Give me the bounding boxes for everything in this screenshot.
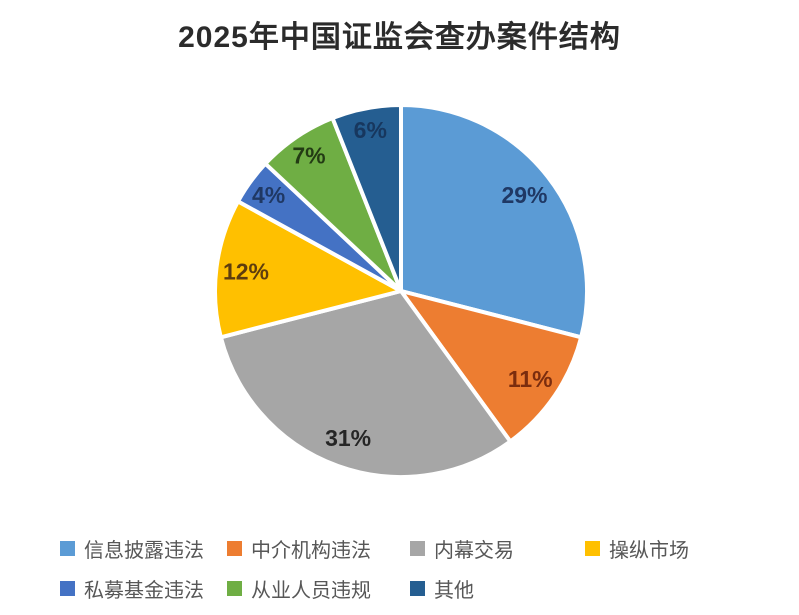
legend-label: 内幕交易 — [434, 539, 514, 562]
pie-slice-label-其他: 6% — [354, 117, 387, 143]
legend-item-私募基金违法: 私募基金违法 — [60, 574, 227, 603]
legend-label: 从业人员违规 — [251, 579, 371, 602]
legend-item-内幕交易: 内幕交易 — [410, 534, 585, 563]
legend-label: 操纵市场 — [609, 539, 689, 562]
legend-item-其他: 其他 — [410, 574, 585, 603]
legend-item-操纵市场: 操纵市场 — [585, 534, 770, 563]
legend-row: 私募基金违法 从业人员违规 其他 — [60, 568, 770, 608]
pie-slice-中介机构违法 — [399, 289, 584, 444]
legend-swatch-icon — [410, 580, 425, 596]
chart-legend: 信息披露违法 中介机构违法 内幕交易 操纵市场私募基金违法 从业人员违规 其他 — [60, 528, 770, 608]
chart-title: 2025年中国证监会查办案件结构 — [178, 21, 621, 54]
pie-slice-label-中介机构违法: 11% — [508, 366, 553, 392]
legend-swatch-icon — [410, 540, 425, 556]
pie-slice-label-从业人员违规: 7% — [292, 143, 325, 169]
legend-label: 其他 — [434, 579, 474, 602]
legend-swatch-icon — [227, 540, 242, 556]
pie-slice-label-信息披露违法: 29% — [501, 182, 547, 208]
pie-chart: 29% 11% 31% 12% 4% 7% 6% — [213, 103, 589, 479]
legend-item-从业人员违规: 从业人员违规 — [227, 574, 410, 603]
legend-swatch-icon — [585, 540, 600, 556]
pie-slice-信息披露违法 — [399, 103, 589, 340]
legend-swatch-icon — [60, 540, 75, 556]
pie-slice-操纵市场 — [213, 199, 403, 340]
pie-slice-内幕交易 — [218, 289, 513, 479]
legend-label: 信息披露违法 — [84, 539, 204, 562]
pie-slice-label-操纵市场: 12% — [223, 258, 269, 284]
pie-slice-label-内幕交易: 31% — [325, 425, 371, 451]
legend-swatch-icon — [60, 580, 75, 596]
legend-label: 私募基金违法 — [84, 579, 204, 602]
legend-swatch-icon — [227, 580, 242, 596]
pie-slice-label-私募基金违法: 4% — [252, 182, 285, 208]
legend-label: 中介机构违法 — [251, 539, 371, 562]
pie-slice-其他 — [330, 103, 403, 293]
legend-item-信息披露违法: 信息披露违法 — [60, 534, 227, 563]
legend-row: 信息披露违法 中介机构违法 内幕交易 操纵市场 — [60, 528, 770, 568]
legend-item-中介机构违法: 中介机构违法 — [227, 534, 410, 563]
